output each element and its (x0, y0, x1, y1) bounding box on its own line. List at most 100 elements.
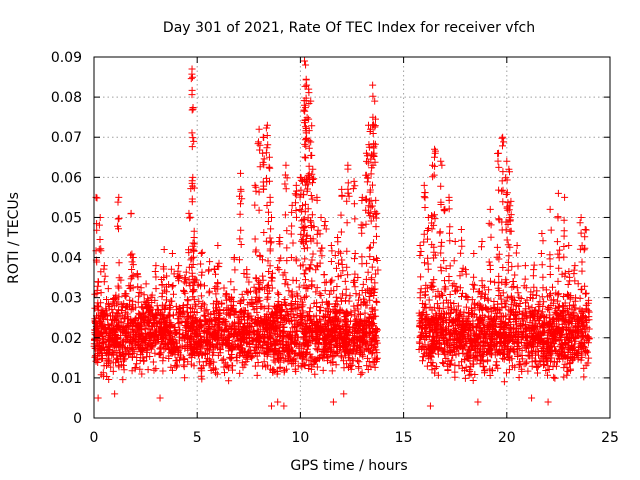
data-point (530, 266, 538, 274)
data-point (303, 81, 311, 89)
spike-column-points (320, 222, 330, 287)
spike-column-points (428, 173, 438, 291)
data-point (327, 242, 335, 250)
spike-column-points (110, 294, 119, 303)
data-point (255, 125, 263, 133)
y-tick-label: 0.02 (51, 331, 82, 347)
spike-column-points (372, 210, 382, 274)
low-outlier-point (156, 394, 164, 402)
data-point (369, 81, 377, 89)
spike-column-points (126, 210, 136, 292)
y-tick-label: 0.03 (51, 291, 82, 307)
plot-frame (93, 56, 611, 419)
y-tick-label: 0.04 (51, 251, 82, 267)
spike-column-points (529, 272, 538, 299)
spike-column-points (141, 300, 149, 321)
spike-column-points (416, 248, 425, 297)
spike-column-points (564, 268, 574, 288)
spike-column-points (512, 249, 522, 297)
spike-column-points (281, 171, 291, 288)
spike-column-points (222, 290, 231, 300)
spike-column-points (121, 290, 130, 300)
spike-column-points (370, 115, 380, 287)
data-point (577, 213, 585, 221)
spike-column-points (430, 147, 440, 300)
spike-column-points (537, 237, 547, 292)
spike-column-points (275, 238, 285, 274)
background-data-points (90, 248, 593, 386)
spike-column-points (343, 165, 353, 279)
spike-column-points (100, 265, 109, 286)
data-point (561, 193, 569, 201)
x-tick-label: 5 (193, 430, 202, 446)
data-points (90, 57, 593, 410)
x-tick-label: 15 (395, 430, 413, 446)
spike-column-points (368, 92, 378, 295)
data-point (104, 334, 112, 342)
y-tick-label: 0.05 (51, 210, 82, 226)
spike-column-points (560, 216, 569, 300)
spike-column-points (462, 270, 470, 301)
spike-column-points (520, 275, 530, 292)
low-outlier-point (280, 402, 288, 410)
spike-column-points (265, 163, 275, 295)
data-point (185, 209, 193, 217)
data-point (486, 205, 494, 213)
data-point (282, 161, 290, 169)
x-axis-label: GPS time / hours (290, 458, 407, 474)
data-point (338, 185, 346, 193)
y-axis-label: ROTI / TECUs (6, 192, 22, 284)
spike-column-points (129, 261, 137, 292)
spike-column-points (236, 185, 246, 264)
data-point (189, 105, 197, 113)
spike-column-points (506, 202, 516, 300)
spike-column-points (493, 150, 503, 299)
data-point (554, 189, 562, 197)
low-outlier-point (528, 394, 536, 402)
data-point (111, 302, 119, 310)
data-point (175, 262, 183, 270)
spike-column-points (95, 221, 105, 297)
data-point (350, 177, 358, 185)
spike-column-points (553, 213, 564, 298)
data-point (142, 314, 150, 322)
data-point (251, 181, 259, 189)
data-point (546, 205, 554, 213)
spike-column-points (362, 157, 371, 297)
spike-column-points (477, 243, 486, 301)
spike-column-points (259, 134, 268, 284)
x-tick-label: 10 (291, 430, 309, 446)
y-tick-label: 0.08 (51, 90, 82, 106)
data-point (115, 193, 123, 201)
data-point (371, 97, 379, 105)
data-point (565, 242, 573, 250)
spike-column-points (308, 170, 318, 290)
data-point (581, 225, 589, 233)
data-point (309, 165, 317, 173)
spike-column-points (440, 206, 450, 293)
spike-column-points (197, 260, 206, 288)
spike-column-points (333, 238, 343, 281)
data-point (276, 234, 284, 241)
x-tick-label: 20 (498, 430, 516, 446)
low-outlier-point (268, 402, 276, 410)
spike-column-points (267, 225, 276, 292)
spike-column-points (159, 263, 169, 294)
spike-column-points (250, 183, 260, 295)
spike-column-points (436, 161, 446, 275)
data-point (457, 225, 465, 233)
spike-column-points (133, 271, 143, 300)
data-point (499, 133, 507, 141)
spike-column-points (174, 267, 183, 285)
data-point (416, 242, 424, 250)
spike-column-points (502, 174, 512, 287)
spike-column-points (287, 208, 297, 301)
y-tick-label: 0.06 (51, 170, 82, 186)
data-point (181, 274, 189, 282)
data-point (206, 258, 214, 266)
data-point (451, 238, 459, 246)
data-point (373, 209, 381, 217)
low-outlier-point (426, 402, 434, 410)
chart-title: Day 301 of 2021, Rate Of TEC Index for r… (163, 20, 535, 36)
data-point (321, 217, 329, 225)
